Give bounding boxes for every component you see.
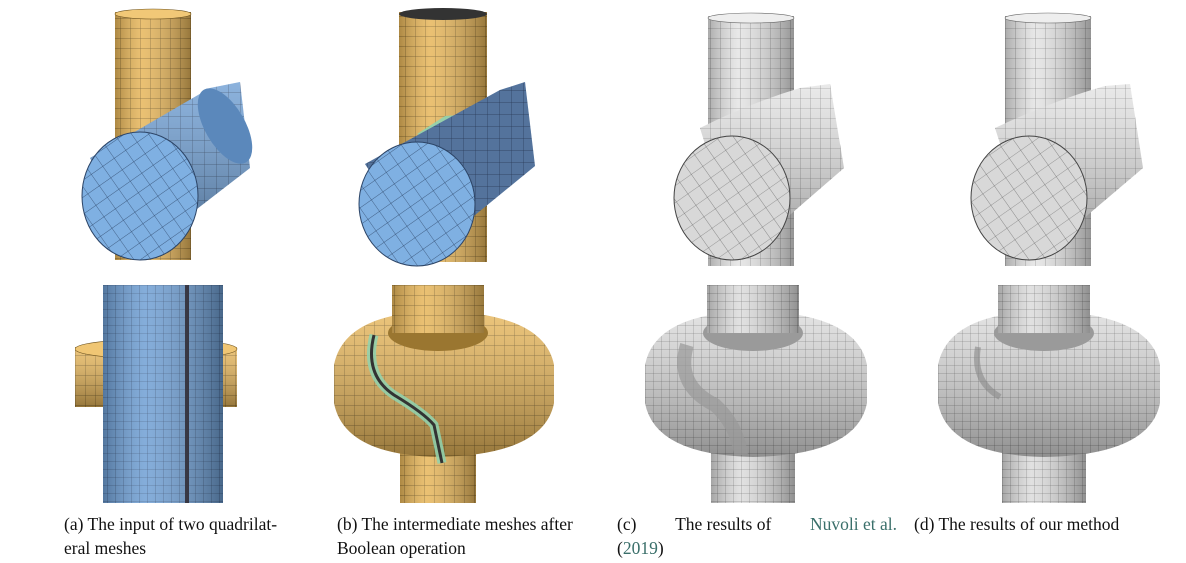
caption-b: (b) The intermediate meshes after Boolea… [337,512,597,560]
caption-b-label: (b) [337,514,358,534]
caption-b-line1: The intermediate meshes after [361,514,573,534]
caption-c-label: (c) [617,514,637,534]
caption-c: (c) The results of Nuvoli et al. (2019) [617,512,897,560]
panel-c-top [660,8,910,270]
panel-d-bottom [938,285,1164,503]
panel-b-bottom [334,285,560,503]
caption-a-line1: The input of two quadrilat- [87,514,278,534]
caption-c-pre: The results of [675,514,772,534]
caption-d-line1: The results of our method [938,514,1120,534]
caption-d-label: (d) [914,514,935,534]
caption-c-open-paren: ( [617,538,623,558]
caption-c-citation-year[interactable]: 2019 [622,538,658,558]
caption-a-label: (a) [64,514,84,534]
caption-a-line2: eral meshes [64,538,147,558]
caption-c-close-paren: ) [657,538,664,558]
caption-b-line2: Boolean operation [337,538,466,558]
caption-c-citation-name[interactable]: Nuvoli et al. [809,514,897,534]
panel-a-top [60,8,310,270]
caption-d: (d) The results of our method [914,512,1176,536]
caption-a: (a) The input of two quadrilat- eral mes… [64,512,314,560]
panel-b-top [355,6,605,268]
panel-c-bottom [645,285,871,503]
panel-a-bottom [75,285,250,503]
panel-d-top [955,8,1186,270]
